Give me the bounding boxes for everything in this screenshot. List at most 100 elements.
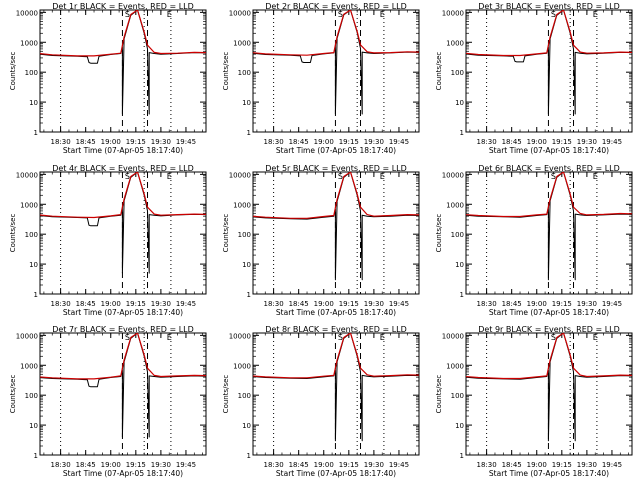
x-tick-label: 18:30 [477,138,497,146]
plot-frame [465,171,633,295]
series-line-events [253,172,419,281]
series-layer [40,10,206,115]
series-line-events [253,10,419,115]
flag-e: E [167,333,172,342]
y-tick-label: 1000 [233,201,251,209]
x-tick-label: 18:30 [264,461,284,469]
y-tick-label: 1 [460,452,464,460]
y-tick-label: 1 [34,452,38,460]
series-line-events [40,333,206,438]
x-tick-label: 19:00 [314,300,334,308]
x-tick-label: 18:45 [289,300,309,308]
y-tick-label: 10 [242,261,251,269]
plot-frame [465,9,633,133]
x-axis-label: Start Time (07-Apr-05 18:17:40) [63,308,183,317]
x-tick-label: 19:45 [389,461,409,469]
series-line-lld [40,172,206,219]
series-layer [466,10,632,115]
series-line-lld [40,10,206,57]
x-tick-label: 19:00 [527,461,547,469]
y-tick-label: 1000 [233,39,251,47]
x-tick-label: 18:45 [289,138,309,146]
x-tick-label: 19:00 [527,300,547,308]
x-tick-label: 18:30 [264,138,284,146]
series-line-lld [253,172,419,219]
plot-frame [465,332,633,456]
x-tick-label: 19:00 [314,461,334,469]
x-axis-label: Start Time (07-Apr-05 18:17:40) [489,308,609,317]
plot-frame [252,332,420,456]
x-tick-label: 19:30 [364,461,384,469]
y-tick-label: 10 [29,261,38,269]
series-layer [466,172,632,281]
y-tick-label: 1000 [20,362,38,370]
y-tick-label: 1000 [446,362,464,370]
flag-s: S [551,10,556,19]
y-tick-label: 1 [247,129,251,137]
y-tick-label: 10000 [16,171,38,179]
y-tick-label: 1 [34,129,38,137]
y-tick-label: 10 [29,422,38,430]
x-tick-label: 19:15 [552,300,572,308]
x-tick-label: 19:30 [151,461,171,469]
series-layer [253,10,419,115]
y-axis-label: Counts/sec [435,214,443,253]
y-tick-label: 100 [25,231,38,239]
y-tick-label: 10 [242,99,251,107]
x-tick-label: 18:45 [502,461,522,469]
series-line-events [466,172,632,281]
flag-e: E [593,333,598,342]
x-tick-label: 19:45 [176,461,196,469]
x-tick-label: 19:00 [527,138,547,146]
y-tick-label: 1000 [446,201,464,209]
series-line-lld [253,333,419,379]
x-tick-label: 19:00 [101,300,121,308]
panel-det-4: Det 4r BLACK = Events, RED = LLD 1 10 100 10… [9,164,207,317]
y-tick-label: 10 [455,99,464,107]
x-tick-label: 19:15 [126,300,146,308]
y-tick-label: 10000 [16,332,38,340]
x-tick-label: 19:15 [339,300,359,308]
x-axis-label: Start Time (07-Apr-05 18:17:40) [489,146,609,155]
x-axis-label: Start Time (07-Apr-05 18:17:40) [276,469,396,478]
panel-det-8: Det 8r BLACK = Events, RED = LLD 1 10 100 10… [222,325,420,478]
y-tick-label: 1000 [20,201,38,209]
series-line-lld [253,10,419,56]
panel-det-6: Det 6r BLACK = Events, RED = LLD 1 10 100 10… [435,164,633,317]
x-tick-label: 19:15 [126,138,146,146]
y-tick-label: 100 [25,392,38,400]
series-line-events [466,10,632,115]
x-tick-label: 18:45 [76,138,96,146]
x-tick-label: 19:30 [151,300,171,308]
flag-s: S [125,172,130,181]
y-tick-label: 100 [25,69,38,77]
y-tick-label: 10000 [229,9,251,17]
flag-s: S [338,10,343,19]
x-tick-label: 19:30 [364,138,384,146]
y-tick-label: 1 [460,291,464,299]
y-tick-label: 100 [451,69,464,77]
x-axis-label: Start Time (07-Apr-05 18:17:40) [276,308,396,317]
panel-title: Det 5r BLACK = Events, RED = LLD [265,164,407,173]
x-tick-label: 19:45 [389,300,409,308]
panel-title: Det 8r BLACK = Events, RED = LLD [265,325,407,334]
x-tick-label: 19:45 [176,138,196,146]
panel-title: Det 3r BLACK = Events, RED = LLD [478,2,620,11]
x-axis-label: Start Time (07-Apr-05 18:17:40) [63,146,183,155]
x-tick-label: 19:45 [602,461,622,469]
series-line-lld [466,10,632,57]
x-axis-label: Start Time (07-Apr-05 18:17:40) [276,146,396,155]
y-tick-label: 1 [460,129,464,137]
plot-frame [39,9,207,133]
panel-det-7: Det 7r BLACK = Events, RED = LLD 1 10 100 10… [9,325,207,478]
flag-s: S [551,172,556,181]
y-tick-label: 1 [247,291,251,299]
flag-e: E [167,10,172,19]
x-tick-label: 18:30 [477,300,497,308]
x-tick-label: 19:30 [151,138,171,146]
x-tick-label: 19:45 [176,300,196,308]
y-tick-label: 100 [451,392,464,400]
x-tick-label: 18:45 [289,461,309,469]
x-tick-label: 19:30 [577,138,597,146]
